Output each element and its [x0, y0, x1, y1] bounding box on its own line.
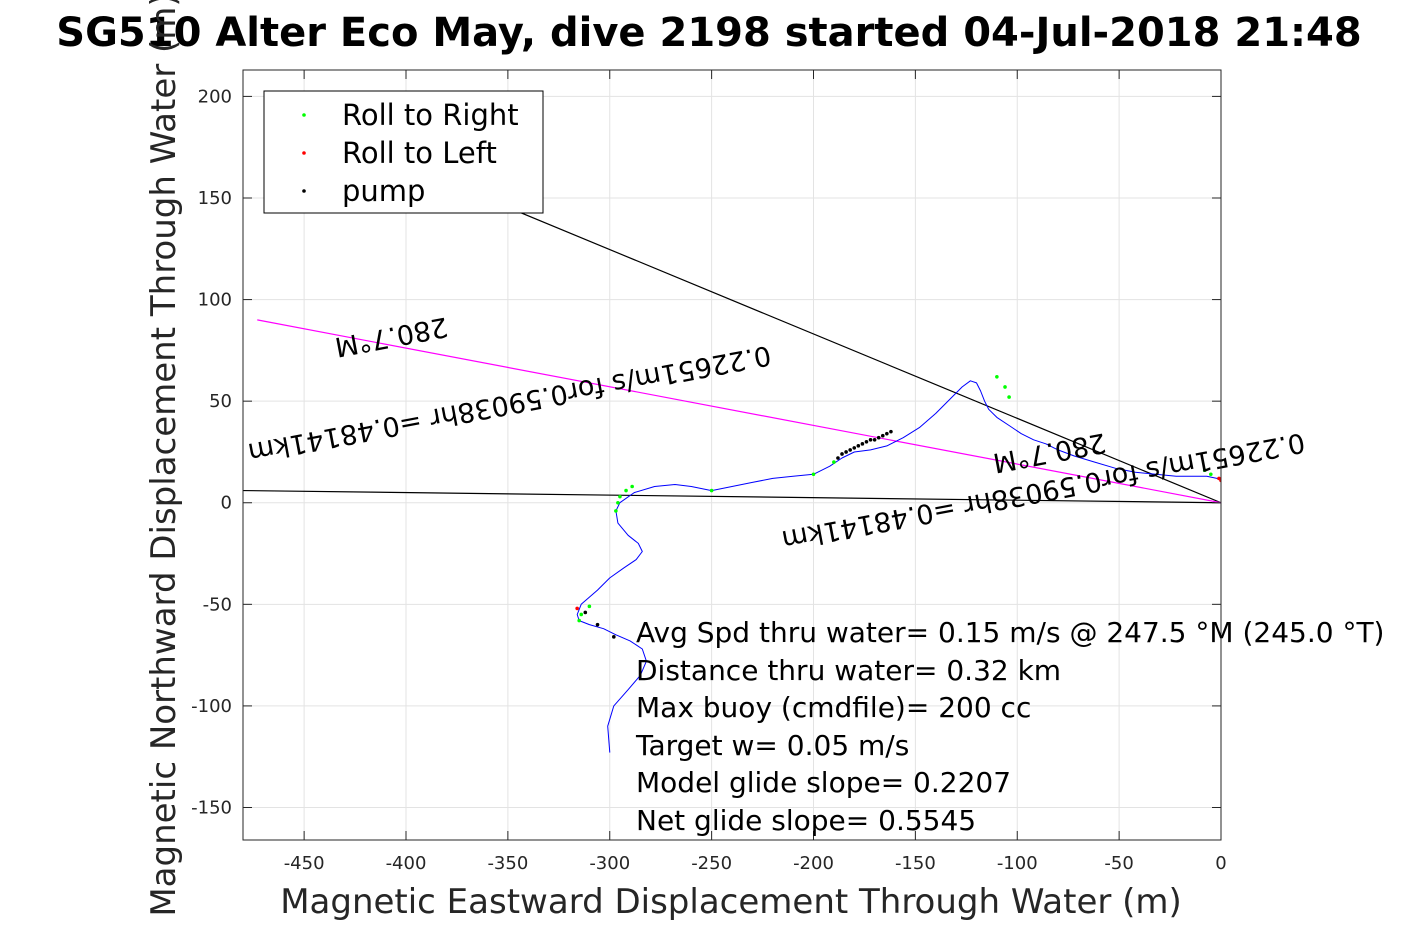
reference-line	[426, 173, 1221, 504]
x-tick-label: -250	[691, 853, 732, 874]
x-tick-label: -300	[589, 853, 630, 874]
marker-roll-to-right	[1209, 472, 1213, 477]
stat-target-w: Target w= 0.05 m/s	[635, 729, 909, 762]
stats-block: Avg Spd thru water= 0.15 m/s @ 247.5 °M …	[635, 616, 1384, 837]
reference-lines	[243, 173, 1221, 504]
marker-roll-to-right	[811, 472, 816, 477]
marker-pump	[880, 433, 885, 438]
y-tick-label: -150	[191, 797, 232, 818]
marker-pump	[848, 448, 852, 452]
x-tick-label: -150	[895, 853, 936, 874]
marker-roll-to-right	[618, 494, 622, 499]
marker-roll-to-right	[832, 460, 836, 464]
x-tick-label: -50	[1104, 853, 1133, 874]
marker-pump	[885, 431, 889, 436]
track-line	[576, 380, 1221, 753]
legend-label-roll-left: Roll to Left	[342, 136, 497, 170]
marker-pump	[889, 429, 893, 434]
track-layer	[576, 380, 1221, 753]
marker-pump	[836, 456, 840, 460]
grid	[243, 70, 1222, 840]
legend-marker-roll-right	[302, 113, 306, 117]
marker-pump	[860, 442, 865, 446]
x-tick-label: -450	[284, 853, 325, 874]
stat-avg-speed: Avg Spd thru water= 0.15 m/s @ 247.5 °M …	[636, 616, 1384, 649]
marker-roll-to-right	[1007, 395, 1011, 399]
marker-layer	[575, 374, 1221, 639]
marker-roll-to-right	[624, 488, 628, 493]
y-tick-label: 200	[198, 86, 232, 107]
reference-line	[243, 489, 1221, 504]
reference-line	[257, 319, 1221, 504]
stat-net-glide: Net glide slope= 0.5545	[636, 804, 976, 837]
marker-pump	[595, 622, 600, 627]
marker-roll-to-right	[577, 618, 581, 623]
marker-roll-to-right	[614, 509, 618, 513]
legend-label-roll-right: Roll to Right	[342, 98, 519, 132]
x-tick-label: -100	[997, 853, 1038, 874]
y-tick-label: 100	[198, 290, 232, 311]
marker-pump	[876, 435, 881, 440]
marker-pump	[612, 635, 616, 639]
marker-roll-to-right	[630, 484, 634, 489]
marker-pump	[868, 437, 873, 442]
marker-roll-to-right	[579, 612, 584, 617]
y-tick-label: -50	[203, 594, 232, 615]
marker-pump	[840, 452, 844, 456]
x-tick-label: -350	[487, 853, 528, 874]
marker-roll-to-right	[1202, 468, 1207, 473]
legend-marker-roll-left	[302, 151, 306, 155]
x-tick-label: 0	[1215, 853, 1226, 874]
marker-pump	[583, 610, 588, 615]
y-tick-label: 50	[209, 391, 232, 412]
marker-pump	[844, 450, 848, 454]
marker-roll-to-right	[1003, 385, 1007, 389]
marker-roll-to-right	[587, 604, 592, 609]
y-tick-label: 150	[198, 188, 232, 209]
axis-ticks: -450 -400 -350 -300 -250 -200 -150 -100 -50 0 -150…	[191, 70, 1227, 874]
y-tick-label: -100	[191, 696, 232, 717]
chart-title: SG510 Alter Eco May, dive 2198 started 0…	[56, 10, 1361, 56]
y-tick-label: 0	[221, 493, 232, 514]
marker-pump	[872, 437, 877, 442]
marker-pump	[856, 444, 861, 448]
y-axis-label: Magnetic Northward Displacement Through …	[144, 0, 184, 917]
x-tick-label: -200	[793, 853, 834, 874]
marker-roll-to-right	[709, 488, 714, 493]
marker-roll-to-right	[616, 500, 620, 505]
plot-frame	[242, 69, 1222, 841]
marker-roll-to-right	[995, 374, 999, 379]
legend-label-pump: pump	[342, 174, 425, 208]
stat-distance: Distance thru water= 0.32 km	[636, 654, 1061, 687]
x-tick-label: -400	[386, 853, 427, 874]
legend-box	[263, 90, 544, 214]
marker-pump	[852, 446, 857, 450]
marker-pump	[864, 439, 869, 444]
legend-marker-pump	[302, 189, 306, 193]
stat-max-buoy: Max buoy (cmdfile)= 200 cc	[636, 691, 1031, 724]
x-axis-label: Magnetic Eastward Displacement Through W…	[280, 882, 1182, 922]
stat-model-glide: Model glide slope= 0.2207	[636, 766, 1011, 799]
legend: Roll to Right Roll to Left pump	[263, 90, 544, 214]
marker-roll-to-left	[575, 606, 579, 611]
